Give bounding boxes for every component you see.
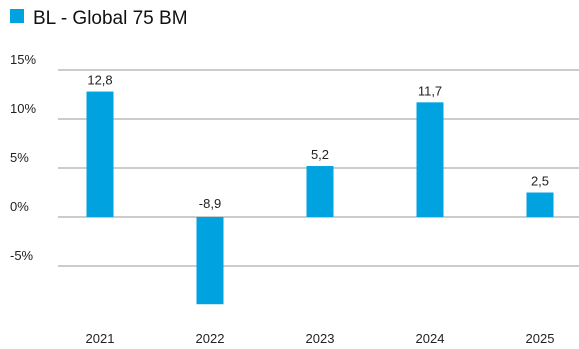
x-tick-label: 2022 [196,331,225,346]
data-label: 12,8 [87,73,112,88]
data-label: 5,2 [311,147,329,162]
bar-series [87,92,554,305]
x-tick-label: 2024 [416,331,445,346]
y-tick-label: 15% [10,52,36,67]
bar [527,193,554,218]
bar [197,217,224,304]
data-label: -8,9 [199,196,221,211]
y-tick-label: 5% [10,150,29,165]
bar [417,102,444,217]
bar [87,92,114,217]
y-tick-label: 0% [10,199,29,214]
x-tick-label: 2025 [526,331,555,346]
x-axis-tick-labels: 2021 2022 2023 2024 2025 [86,331,555,346]
legend-label: BL - Global 75 BM [33,8,188,29]
legend-swatch [10,9,24,23]
data-label: 11,7 [418,83,442,98]
x-tick-label: 2021 [86,331,115,346]
legend: BL - Global 75 BM [10,8,188,29]
y-tick-label: 10% [10,101,36,116]
data-label: 2,5 [531,174,549,189]
y-tick-label: -5% [10,248,34,263]
y-axis-tick-labels: 15% 10% 5% 0% -5% [10,52,36,263]
bar [307,166,334,217]
x-tick-label: 2023 [306,331,335,346]
